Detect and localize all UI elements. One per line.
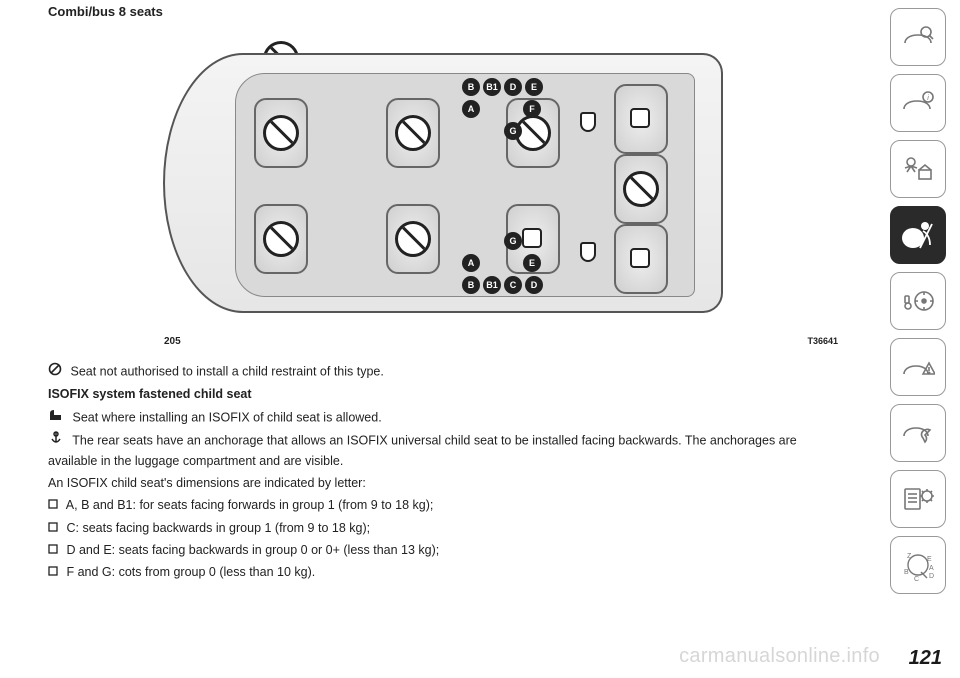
line-text: C: seats facing backwards in group 1 (fr… <box>66 521 370 535</box>
seat-front-right <box>254 204 308 274</box>
letter-row-bot: B B1 C D <box>462 276 543 294</box>
vehicle-diagram: B B1 D E A F G G <box>163 33 723 333</box>
svg-text:B: B <box>904 569 909 576</box>
bubble: B1 <box>483 78 501 96</box>
prohibit-icon <box>263 115 299 151</box>
sidebar-item-know[interactable]: i <box>890 74 946 132</box>
svg-text:C: C <box>914 576 919 582</box>
bubble: E <box>523 254 541 272</box>
bubble: B <box>462 276 480 294</box>
sidebar-item-maintenance[interactable] <box>890 404 946 462</box>
line-text: D and E: seats facing backwards in group… <box>66 543 439 557</box>
bubble: D <box>504 78 522 96</box>
watermark-text: carmanualsonline.info <box>679 645 880 668</box>
letter-row-bot2: A E <box>462 254 541 272</box>
section-title: Combi/bus 8 seats <box>48 4 838 19</box>
bubble: B1 <box>483 276 501 294</box>
sidebar-item-techdata[interactable] <box>890 470 946 528</box>
anchor-inline-icon <box>48 431 64 451</box>
isofix-inline-icon <box>48 408 64 428</box>
svg-text:A: A <box>929 565 934 572</box>
bubble: A <box>462 254 480 272</box>
svg-text:Z: Z <box>907 553 912 560</box>
square-bullet-icon <box>48 519 58 538</box>
body-text: Seat not authorised to install a child r… <box>48 362 838 583</box>
bubble: B <box>462 78 480 96</box>
svg-text:D: D <box>929 573 934 580</box>
line-text: A, B and B1: for seats facing forwards i… <box>66 498 434 512</box>
van-interior: B B1 D E A F G G <box>235 73 695 297</box>
svg-text:i: i <box>927 95 929 102</box>
sidebar-item-dashboard[interactable] <box>890 140 946 198</box>
seat-rear-mid <box>614 154 668 224</box>
anchor-icon <box>580 242 596 262</box>
seat-mid-right <box>386 204 440 274</box>
page-number: 121 <box>909 647 942 670</box>
isofix-seat-icon <box>630 248 650 268</box>
prohibit-inline-icon <box>48 362 62 382</box>
prohibit-icon <box>395 115 431 151</box>
figure-container: B B1 D E A F G G <box>48 33 838 352</box>
line-text: Seat where installing an ISOFIX of child… <box>72 410 381 424</box>
seat-rear-right <box>614 224 668 294</box>
anchor-icon <box>580 112 596 132</box>
letter-row-top: B B1 D E <box>462 78 543 96</box>
seat-front-left <box>254 98 308 168</box>
sidebar-item-index[interactable]: Z EAD BC <box>890 536 946 594</box>
square-bullet-icon <box>48 541 58 560</box>
bubble: E <box>525 78 543 96</box>
prohibit-icon <box>263 221 299 257</box>
bubble: G <box>504 122 522 140</box>
letter-row-top2: A F <box>462 100 541 118</box>
line-text: F and G: cots from group 0 (less than 10… <box>66 565 315 579</box>
svg-text:E: E <box>927 556 932 563</box>
bubble: A <box>462 100 480 118</box>
sidebar-item-emergency[interactable] <box>890 338 946 396</box>
line-text: Seat not authorised to install a child r… <box>70 364 383 378</box>
isofix-seat-icon <box>630 108 650 128</box>
bubble: F <box>523 100 541 118</box>
sidebar-item-safety[interactable] <box>890 206 946 264</box>
section-sidebar: i Z EAD BC <box>890 8 946 594</box>
square-bullet-icon <box>48 496 58 515</box>
prohibit-icon <box>395 221 431 257</box>
figure-number: 205 <box>164 336 181 347</box>
isofix-seat-icon <box>522 228 542 248</box>
bubble: C <box>504 276 522 294</box>
seat-mid-left <box>386 98 440 168</box>
letter-row-top3: G <box>504 122 522 140</box>
seat-rear-left <box>614 84 668 154</box>
line-text: An ISOFIX child seat's dimensions are in… <box>48 474 838 493</box>
van-outline: B B1 D E A F G G <box>163 53 723 313</box>
figure-labels: 205 T36641 <box>48 336 838 352</box>
bubble: D <box>525 276 543 294</box>
sidebar-item-starting[interactable] <box>890 272 946 330</box>
letter-row-bot3: G <box>504 232 522 250</box>
figure-code: T36641 <box>807 336 838 346</box>
isofix-heading: ISOFIX system fastened child seat <box>48 385 838 404</box>
bubble: G <box>504 232 522 250</box>
line-text: The rear seats have an anchorage that al… <box>48 434 797 468</box>
prohibit-icon <box>623 171 659 207</box>
square-bullet-icon <box>48 563 58 582</box>
sidebar-item-intro[interactable] <box>890 8 946 66</box>
